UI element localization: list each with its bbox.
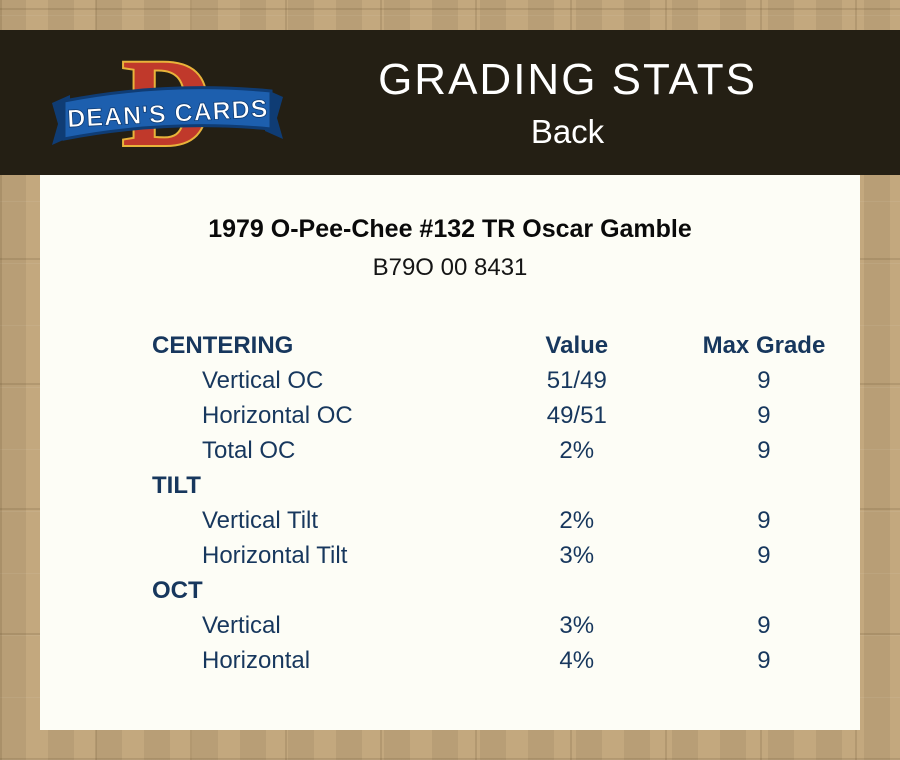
card-serial-code: B79O 00 8431: [372, 254, 528, 281]
table-row: Vertical 3% 9: [152, 608, 860, 643]
section-label-oct: OCT: [152, 576, 203, 604]
row-value: 49/51: [546, 401, 607, 429]
row-value: 2%: [559, 506, 595, 534]
row-label: Horizontal: [202, 646, 311, 674]
row-value: [486, 573, 668, 608]
column-header-max-grade: Max Grade: [702, 331, 826, 359]
row-value: 4%: [559, 646, 595, 674]
row-max-grade: 9: [757, 611, 771, 639]
row-label: Total OC: [202, 436, 296, 464]
row-value: 3%: [559, 611, 595, 639]
content-card: 1979 O-Pee-Chee #132 TR Oscar Gamble B79…: [40, 175, 860, 730]
table-row: Vertical OC 51/49 9: [152, 363, 860, 398]
row-label: Vertical Tilt: [202, 506, 319, 534]
ribbon-band-icon: [62, 85, 273, 141]
row-max-grade: 9: [757, 541, 771, 569]
card-title: 1979 O-Pee-Chee #132 TR Oscar Gamble: [208, 215, 692, 243]
row-max-grade: 9: [757, 646, 771, 674]
table-row: Total OC 2% 9: [152, 433, 860, 468]
grading-table: CENTERING Value Max Grade Vertical OC 51…: [152, 328, 860, 678]
section-label-centering: CENTERING: [152, 331, 294, 359]
row-label: Horizontal OC: [202, 401, 353, 429]
deans-cards-logo-graphic: D DEAN'S CARDS: [52, 37, 283, 169]
table-row: Horizontal OC 49/51 9: [152, 398, 860, 433]
row-label: Horizontal Tilt: [202, 541, 348, 569]
row-label: Vertical OC: [202, 366, 324, 394]
column-header-value: Value: [545, 331, 609, 359]
row-max-grade: 9: [757, 366, 771, 394]
row-max-grade: 9: [757, 401, 771, 429]
header-titles: GRADING STATS Back: [285, 55, 900, 151]
section-label-tilt: TILT: [152, 471, 201, 499]
row-max-grade: [668, 468, 860, 503]
row-max-grade: [668, 573, 860, 608]
header-bar: D DEAN'S CARDS GRADING STATS Back: [0, 30, 900, 175]
row-max-grade: 9: [757, 506, 771, 534]
row-value: [486, 468, 668, 503]
row-value: 51/49: [546, 366, 607, 394]
deans-cards-logo: D DEAN'S CARDS: [50, 37, 285, 169]
page-title: GRADING STATS: [378, 54, 757, 104]
table-row: Vertical Tilt 2% 9: [152, 503, 860, 538]
table-section-row: OCT: [152, 573, 860, 608]
row-max-grade: 9: [757, 436, 771, 464]
row-value: 3%: [559, 541, 595, 569]
table-section-row: TILT: [152, 468, 860, 503]
page-subtitle: Back: [530, 112, 605, 150]
table-header-row: CENTERING Value Max Grade: [152, 328, 860, 363]
table-row: Horizontal Tilt 3% 9: [152, 538, 860, 573]
row-value: 2%: [559, 436, 595, 464]
table-row: Horizontal 4% 9: [152, 643, 860, 678]
row-label: Vertical: [202, 611, 281, 639]
